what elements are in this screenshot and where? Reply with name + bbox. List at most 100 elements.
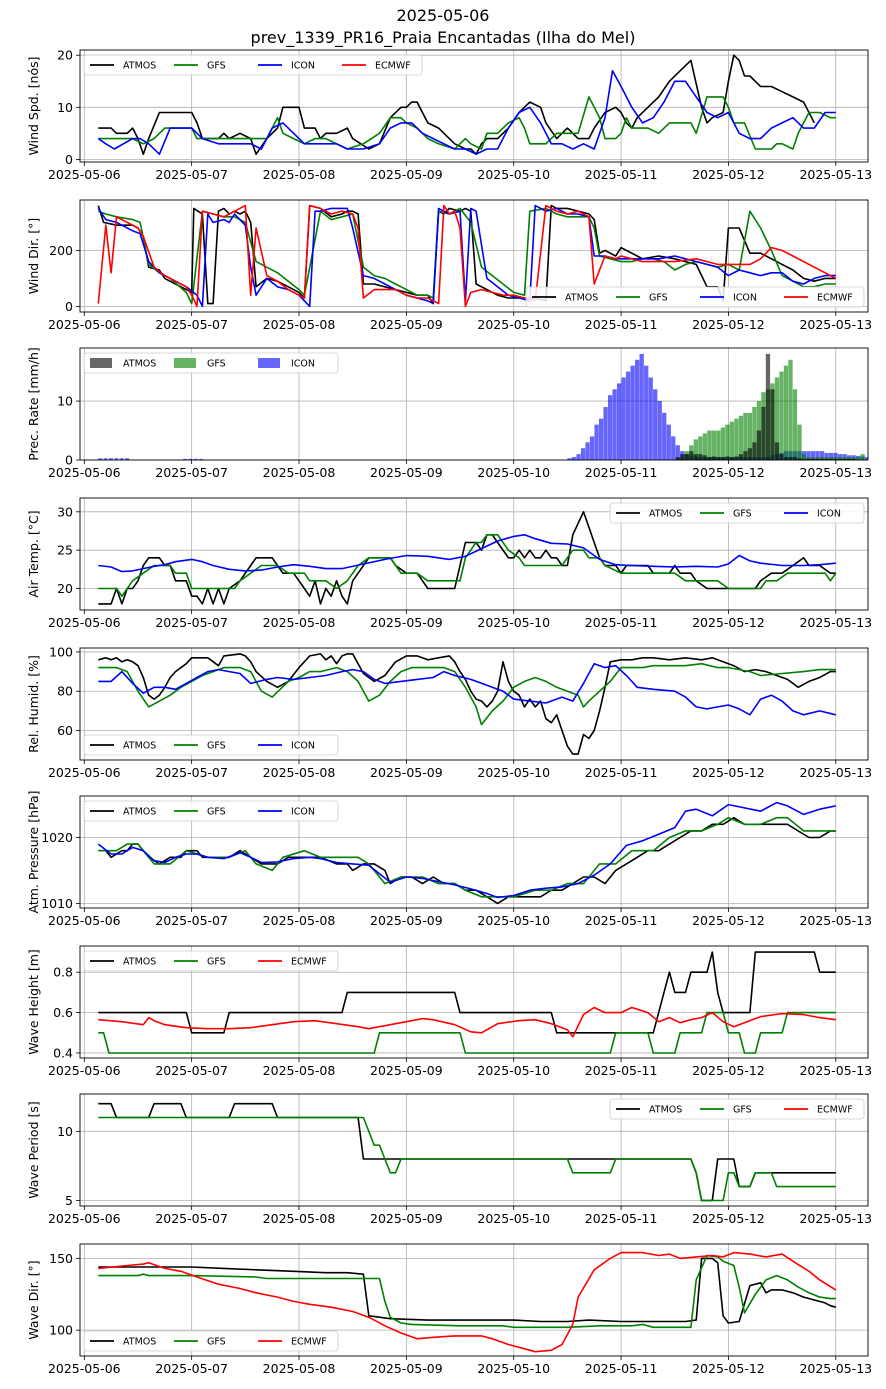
legend-label: ICON <box>733 293 757 304</box>
bar-icon <box>567 458 572 460</box>
x-tick-label: 2025-05-08 <box>263 765 336 780</box>
bar-icon <box>108 458 113 460</box>
bar-atmos <box>680 454 685 460</box>
legend-box <box>609 502 865 524</box>
bar-icon <box>183 458 188 460</box>
bar-icon <box>607 395 613 460</box>
series-line-ecmwf <box>98 1251 837 1353</box>
bar-gfs <box>855 457 861 460</box>
bar-icon <box>616 383 622 460</box>
bar-gfs <box>792 389 798 460</box>
legend-box <box>83 734 339 756</box>
legend-label: GFS <box>207 807 226 818</box>
x-tick-label: 2025-05-12 <box>692 615 765 630</box>
panel-8: 2025-05-06 2025-05-07 2025-05-08 2025-05-09… <box>26 1093 872 1226</box>
x-tick-label: 2025-05-10 <box>477 1361 550 1376</box>
bar-atmos <box>783 457 789 460</box>
x-tick-label: 2025-05-10 <box>477 913 550 928</box>
y-tick-label: 0.4 <box>53 1045 73 1060</box>
y-tick-label: 0 <box>65 299 73 314</box>
y-tick-label: 10 <box>57 1124 73 1139</box>
bar-atmos <box>752 442 757 460</box>
legend-label: GFS <box>207 741 226 752</box>
bar-gfs <box>837 457 843 460</box>
legend: ATMOS GFS ECMWF <box>83 1330 339 1352</box>
y-tick-label: 200 <box>49 243 73 258</box>
legend: ATMOS GFS ICON <box>83 800 339 822</box>
y-axis-label: Rel. Humid. [%] <box>26 655 41 753</box>
legend-label: ATMOS <box>123 957 156 968</box>
legend-label: GFS <box>207 359 226 370</box>
bar-atmos <box>819 458 825 460</box>
bar-icon <box>810 451 816 460</box>
y-tick-label: 0.8 <box>53 965 73 980</box>
bar-atmos <box>774 442 780 460</box>
x-tick-label: 2025-05-13 <box>799 1361 872 1376</box>
y-axis-label: Wave Height [m] <box>26 949 41 1055</box>
bar-gfs <box>801 454 807 460</box>
bar-icon <box>598 418 604 460</box>
plot-area <box>98 511 837 605</box>
bar-icon <box>589 436 595 460</box>
x-tick-label: 2025-05-08 <box>263 317 336 332</box>
legend: ATMOS GFS ECMWF <box>609 1098 865 1120</box>
bar-atmos <box>837 458 843 460</box>
bar-atmos <box>734 456 739 460</box>
x-tick-label: 2025-05-12 <box>692 913 765 928</box>
legend-label: GFS <box>207 1337 226 1348</box>
bar-gfs <box>711 430 716 460</box>
x-tick-label: 2025-05-12 <box>692 317 765 332</box>
y-tick-label: 100 <box>49 644 73 659</box>
panel-5: 2025-05-06 2025-05-07 2025-05-08 2025-05-09… <box>26 644 872 780</box>
x-tick-label: 2025-05-07 <box>155 1063 228 1078</box>
x-tick-label: 2025-05-13 <box>799 765 872 780</box>
series-line-icon <box>98 534 836 573</box>
x-tick-label: 2025-05-11 <box>585 765 658 780</box>
bar-icon <box>125 458 130 460</box>
bar-icon <box>671 436 676 460</box>
series-line-gfs <box>98 1011 836 1054</box>
bar-gfs <box>774 377 780 460</box>
plot-area <box>97 801 836 905</box>
legend-label: ECMWF <box>291 1337 327 1348</box>
bar-icon <box>585 442 590 460</box>
bar-gfs <box>851 457 856 460</box>
bar-icon <box>662 412 667 460</box>
legend-label: ICON <box>291 359 315 370</box>
bar-atmos <box>711 456 716 460</box>
y-tick-label: 80 <box>57 684 73 699</box>
bar-gfs <box>725 424 730 460</box>
x-tick-label: 2025-05-13 <box>799 913 872 928</box>
bar-icon <box>648 377 653 460</box>
panel-7: 2025-05-06 2025-05-07 2025-05-08 2025-05-09… <box>26 945 872 1078</box>
bar-gfs <box>824 457 829 460</box>
y-tick-label: 150 <box>49 1251 73 1266</box>
bar-icon <box>879 457 883 460</box>
bar-atmos <box>738 454 744 460</box>
x-tick-label: 2025-05-09 <box>370 167 443 182</box>
bar-atmos <box>770 389 775 460</box>
x-tick-label: 2025-05-11 <box>585 317 658 332</box>
bar-icon <box>103 458 108 460</box>
plot-area <box>97 54 836 155</box>
bar-gfs <box>698 436 703 460</box>
bar-atmos <box>756 430 762 460</box>
x-tick-label: 2025-05-07 <box>155 913 228 928</box>
bar-icon <box>193 458 198 460</box>
x-tick-label: 2025-05-08 <box>263 1063 336 1078</box>
series-line-ecmwf <box>98 1006 836 1038</box>
y-tick-label: 10 <box>57 100 73 115</box>
figure-title: 2025-05-06 <box>396 6 490 25</box>
x-tick-label: 2025-05-13 <box>799 1211 872 1226</box>
bar-gfs <box>702 433 707 460</box>
x-tick-label: 2025-05-08 <box>263 913 336 928</box>
bar-icon <box>98 458 103 460</box>
x-tick-label: 2025-05-13 <box>799 615 872 630</box>
bar-icon <box>576 454 581 460</box>
x-tick-label: 2025-05-09 <box>370 1361 443 1376</box>
y-tick-label: 20 <box>57 48 73 63</box>
bar-icon <box>626 371 631 460</box>
x-tick-label: 2025-05-06 <box>48 465 121 480</box>
x-tick-label: 2025-05-10 <box>477 465 550 480</box>
x-tick-label: 2025-05-07 <box>155 1211 228 1226</box>
